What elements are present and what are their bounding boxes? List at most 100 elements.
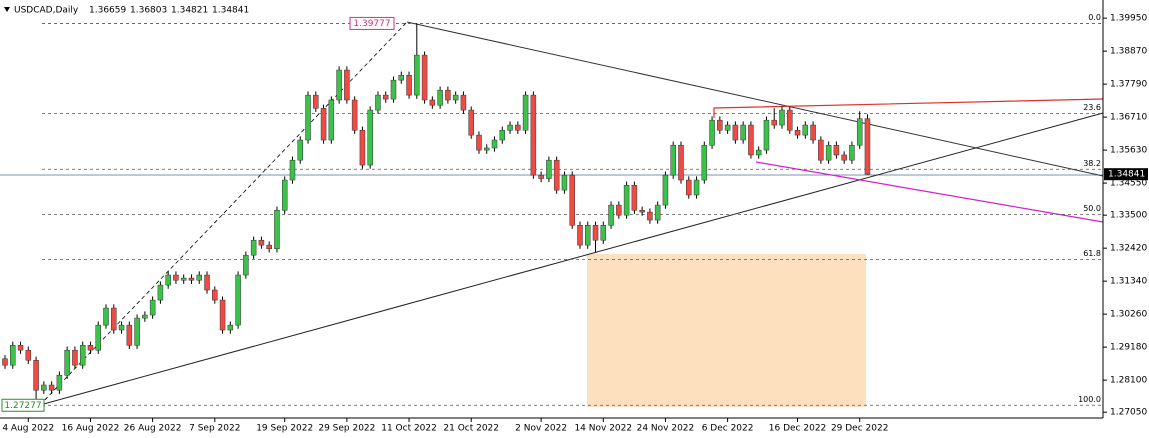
- header-close: 1.34841: [212, 6, 249, 16]
- fib-high-label: 1.39777: [353, 19, 390, 29]
- candle-body: [623, 184, 630, 216]
- y-tick-label: 1.27050: [1110, 408, 1147, 418]
- candle-body: [289, 159, 296, 181]
- candle-body: [686, 179, 692, 196]
- candle-body: [79, 345, 86, 366]
- candle-body: [639, 210, 645, 213]
- header-arrow: [4, 7, 10, 12]
- candle-body: [2, 358, 8, 366]
- y-tick-label: 1.36710: [1110, 113, 1147, 123]
- candle-body: [693, 179, 700, 196]
- fib-high-box: [349, 16, 395, 30]
- x-tick-label: 7 Sep 2022: [189, 424, 240, 434]
- candle-body: [701, 144, 708, 181]
- y-tick-label: 1.38870: [1110, 47, 1147, 57]
- x-tick-label: 2 Nov 2022: [515, 424, 567, 434]
- candle-body: [134, 317, 140, 346]
- candle-body: [305, 94, 311, 141]
- candle-body: [647, 211, 653, 221]
- candle-body: [483, 147, 490, 151]
- x-tick-label: 29 Sep 2022: [318, 424, 375, 434]
- current-price-box: [1104, 168, 1148, 181]
- candle-body: [709, 119, 715, 146]
- candle-body: [437, 89, 443, 106]
- candle-body: [787, 109, 793, 131]
- x-tick-label: 16 Dec 2022: [769, 424, 827, 434]
- candle-body: [670, 144, 676, 176]
- candle-body: [779, 109, 785, 126]
- candle-body: [810, 124, 816, 141]
- y-tick-label: 1.39950: [1110, 14, 1147, 24]
- x-tick-label: 19 Sep 2022: [256, 424, 313, 434]
- candle-body: [180, 277, 187, 281]
- candle-body: [429, 99, 436, 106]
- candle-body: [359, 129, 366, 166]
- red-channel-line: [713, 98, 1104, 118]
- candle-body: [328, 99, 335, 141]
- x-tick-label: 26 Aug 2022: [124, 424, 182, 434]
- candle-body: [111, 307, 117, 331]
- candle-body: [445, 89, 451, 101]
- candle-body: [406, 75, 412, 96]
- candle-body: [367, 109, 373, 166]
- candle-body: [460, 94, 467, 111]
- fib-level-label: 23.6: [1083, 103, 1101, 112]
- candle-body: [173, 274, 179, 281]
- fib-low-label: 1.27277: [4, 401, 41, 411]
- candle-body: [748, 124, 754, 156]
- y-tick-label: 1.37790: [1110, 80, 1147, 90]
- candle-body: [243, 254, 249, 276]
- candle-body: [274, 210, 280, 250]
- candle-body: [678, 144, 684, 181]
- candle-body: [118, 324, 125, 331]
- candle-body: [344, 69, 350, 101]
- candle-body: [390, 79, 397, 100]
- candle-body: [336, 69, 342, 101]
- zone-rectangle: [587, 254, 866, 407]
- x-tick-label: 4 Aug 2022: [2, 424, 54, 434]
- candle-body: [499, 129, 506, 141]
- header-low: 1.34821: [171, 6, 208, 16]
- candle-body: [849, 144, 855, 161]
- candle-body: [662, 174, 669, 206]
- candle-body: [382, 94, 389, 100]
- current-price-label: 1.34841: [1108, 170, 1145, 180]
- y-tick-label: 1.31340: [1110, 277, 1147, 287]
- candle-body: [468, 109, 474, 136]
- candle-body: [515, 124, 521, 131]
- candle-body: [281, 179, 288, 211]
- candle-body: [398, 75, 405, 81]
- candle-body: [48, 384, 55, 391]
- candle-body: [577, 224, 583, 246]
- candle-body: [72, 349, 78, 366]
- candle-body: [250, 239, 257, 256]
- x-tick-label: 21 Oct 2022: [443, 424, 499, 434]
- candle-body: [25, 349, 32, 361]
- header-high: 1.36803: [130, 6, 167, 16]
- x-tick-label: 14 Nov 2022: [574, 424, 632, 434]
- candle-body: [149, 299, 156, 316]
- candle-body: [33, 360, 39, 391]
- candle-body: [755, 149, 762, 156]
- candle-body: [212, 289, 218, 301]
- trendline-down: [406, 21, 1104, 177]
- x-tick-label: 6 Dec 2022: [702, 424, 754, 434]
- candle-body: [258, 239, 265, 246]
- x-tick-label: 11 Oct 2022: [381, 424, 437, 434]
- candle-body: [546, 159, 552, 179]
- candle-body: [522, 94, 529, 131]
- fib-low-box: [1, 398, 45, 412]
- candle-body: [64, 349, 70, 376]
- candle-body: [17, 345, 24, 351]
- fib-level-label: 0.0: [1088, 13, 1101, 22]
- candle-body: [802, 124, 809, 136]
- candle-body: [654, 204, 661, 221]
- magenta-channel-line: [755, 161, 1104, 223]
- candle-body: [507, 124, 513, 131]
- fib-level-label: 61.8: [1083, 249, 1101, 258]
- x-tick-label: 16 Aug 2022: [62, 424, 120, 434]
- header-open: 1.36659: [89, 6, 126, 16]
- x-tick-label: 29 Dec 2022: [831, 424, 889, 434]
- axes-layer: 1.39950 1.38870 1.37790 1.36710 1.35630 1.345…: [1, 14, 1148, 434]
- candle-body: [864, 118, 871, 175]
